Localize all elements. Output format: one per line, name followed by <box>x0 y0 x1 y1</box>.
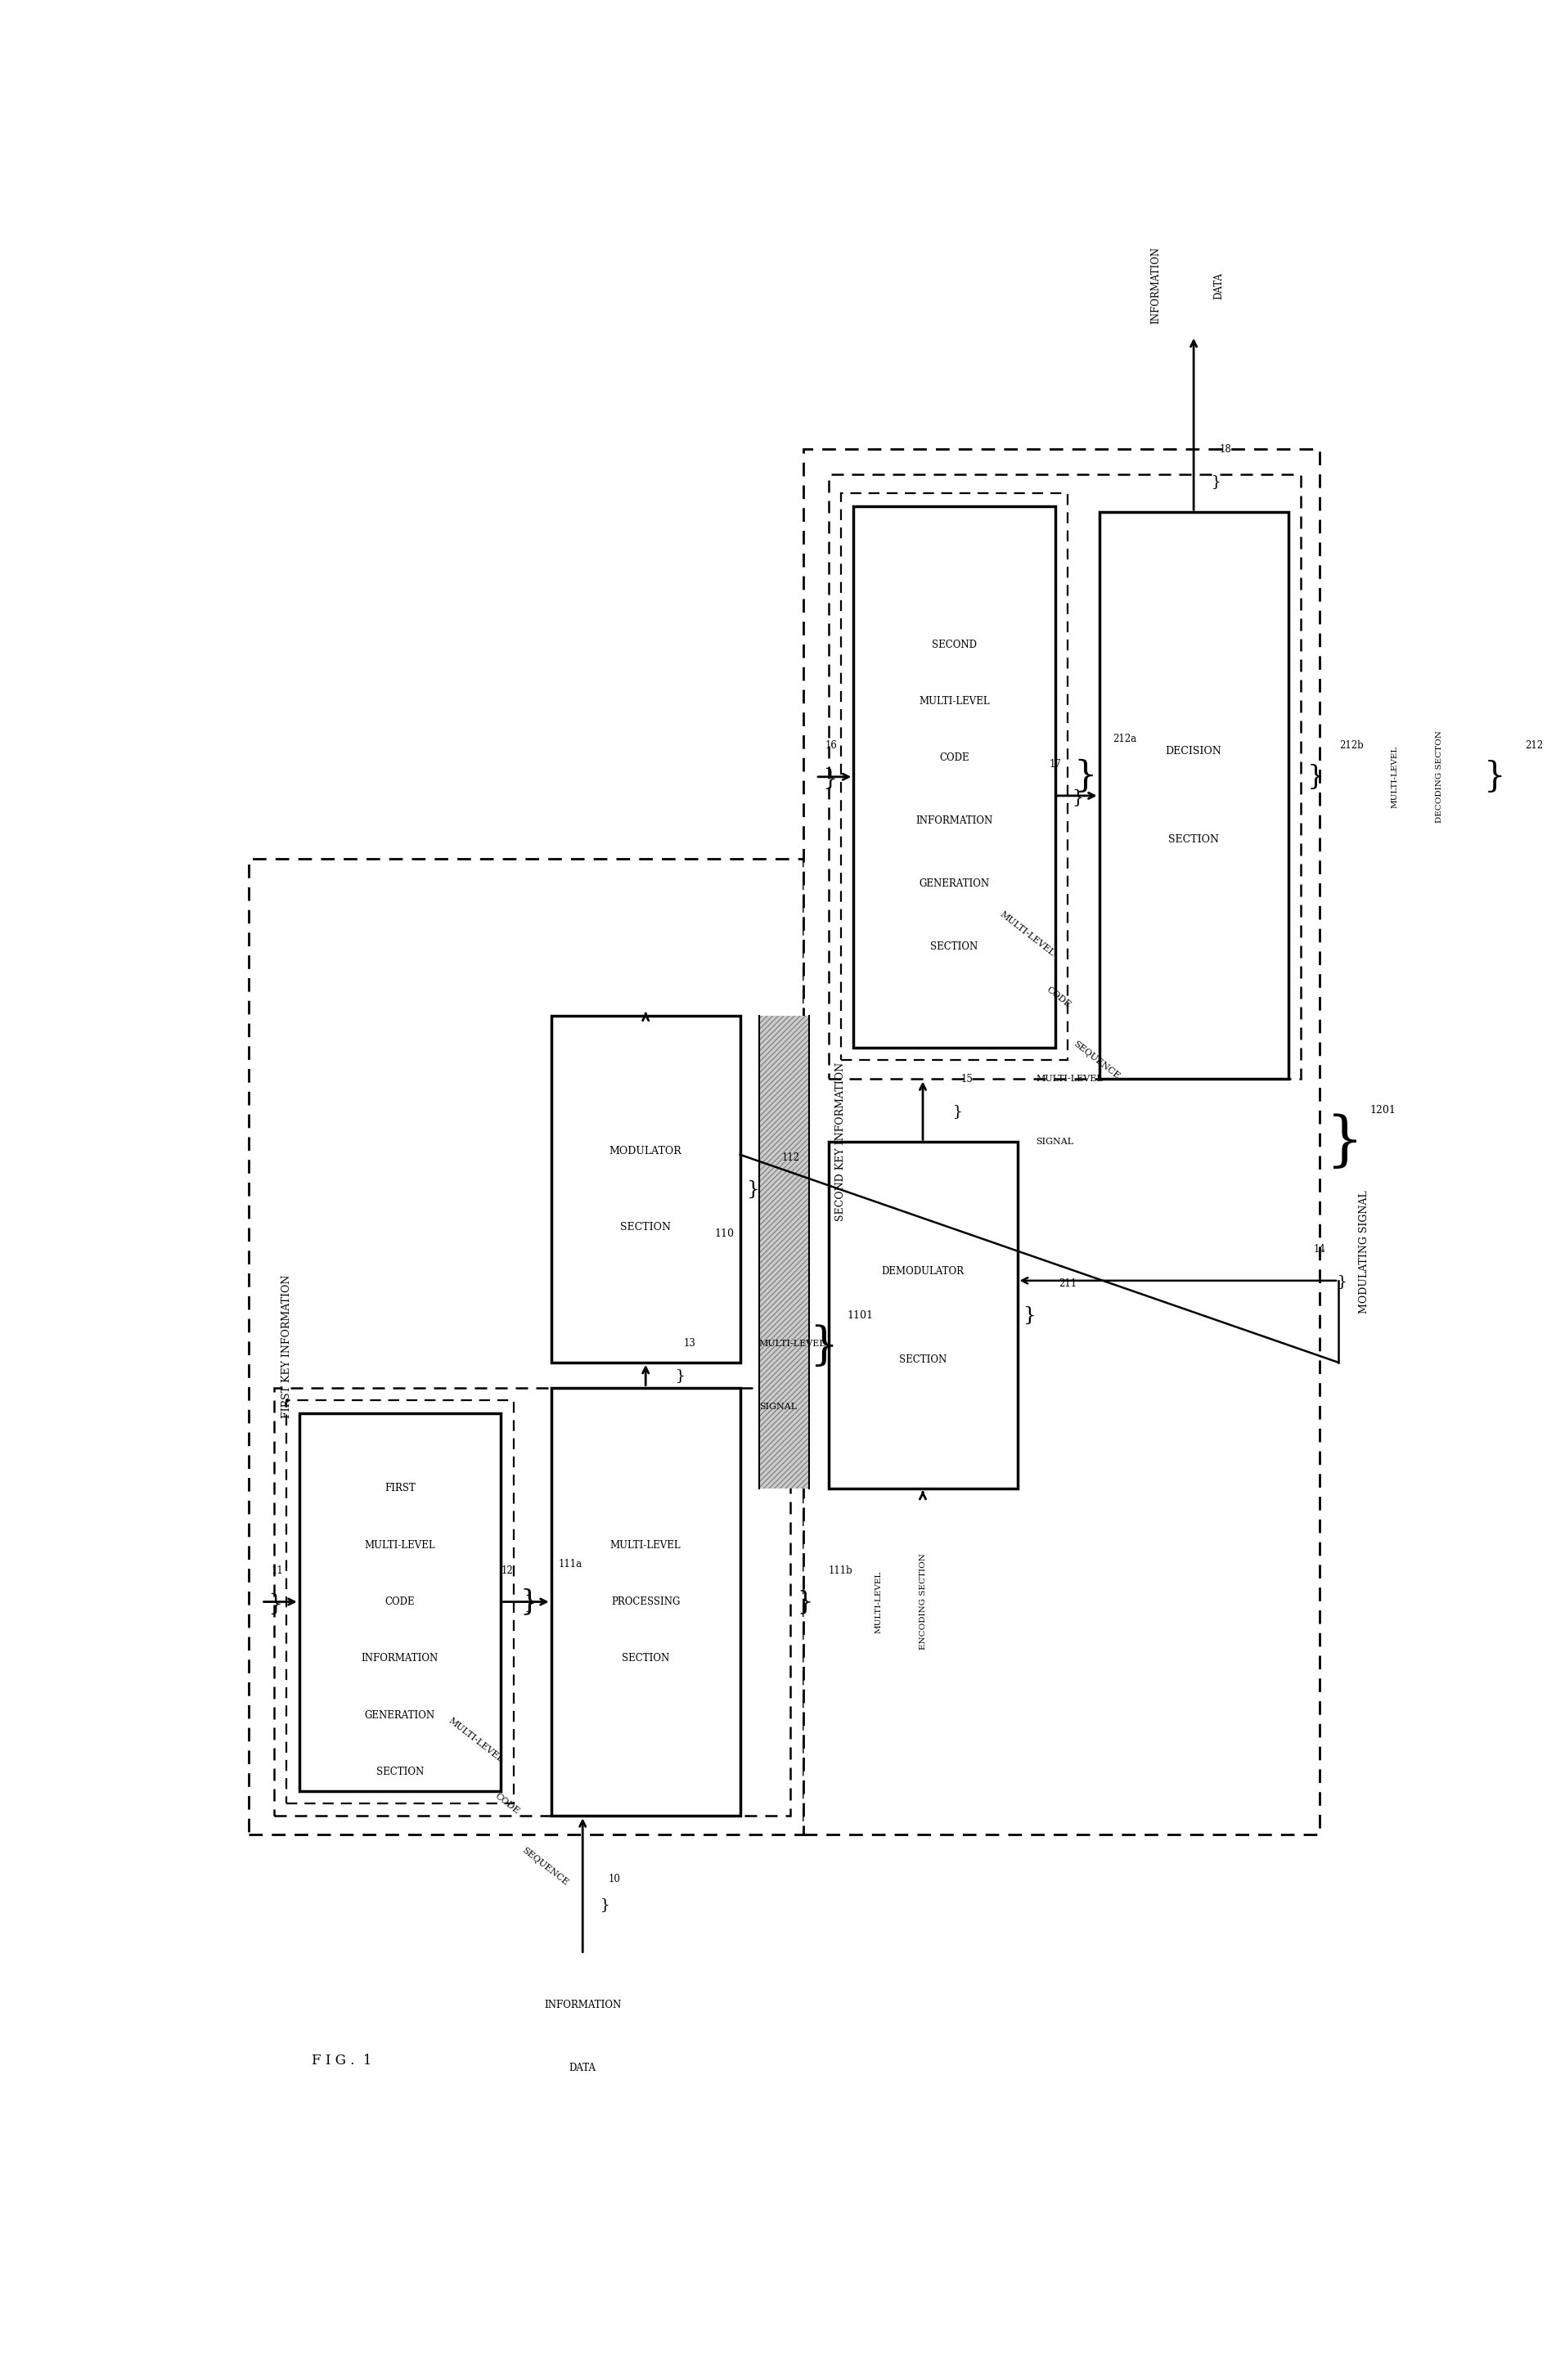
Bar <box>249 859 803 1835</box>
Text: }: } <box>1024 1307 1036 1326</box>
Text: SECTION: SECTION <box>899 1354 946 1364</box>
Text: }: } <box>809 1323 839 1368</box>
Text: GENERATION: GENERATION <box>920 878 990 890</box>
Text: MULTI-LEVEL: MULTI-LEVEL <box>1036 1076 1103 1083</box>
Bar <box>551 1016 741 1361</box>
Text: SECTION: SECTION <box>377 1766 423 1778</box>
Text: }: } <box>1074 759 1097 795</box>
Text: MODULATING SIGNAL: MODULATING SIGNAL <box>1358 1190 1369 1314</box>
Text: INFORMATION: INFORMATION <box>1150 248 1161 324</box>
Text: 13: 13 <box>683 1338 696 1349</box>
Text: {: { <box>1207 474 1218 488</box>
Text: SEQUENCE: SEQUENCE <box>1072 1040 1120 1081</box>
Text: 212a: 212a <box>1113 733 1136 745</box>
Bar <box>803 450 1319 1835</box>
Text: SECTION: SECTION <box>930 942 979 952</box>
Text: MULTI-LEVEL: MULTI-LEVEL <box>920 695 990 707</box>
Bar <box>828 474 1301 1078</box>
Text: }: } <box>1483 759 1505 795</box>
Text: 15: 15 <box>960 1073 972 1085</box>
Text: SIGNAL: SIGNAL <box>759 1402 797 1411</box>
Text: INFORMATION: INFORMATION <box>361 1654 439 1664</box>
Text: FIRST KEY INFORMATION: FIRST KEY INFORMATION <box>282 1276 293 1418</box>
Bar <box>840 493 1067 1059</box>
Text: 112: 112 <box>781 1152 800 1164</box>
Text: DATA: DATA <box>1214 271 1225 300</box>
Text: INFORMATION: INFORMATION <box>916 816 993 826</box>
Bar <box>854 507 1055 1047</box>
Text: MULTI-LEVEL: MULTI-LEVEL <box>610 1540 682 1549</box>
Text: }: } <box>1307 764 1324 790</box>
Text: MODULATOR: MODULATOR <box>610 1147 682 1157</box>
Text: 16: 16 <box>825 740 837 750</box>
Text: CODE: CODE <box>1044 985 1072 1009</box>
Text: PROCESSING: PROCESSING <box>612 1597 680 1607</box>
Text: DECODING SECTON: DECODING SECTON <box>1436 731 1442 823</box>
Text: SIGNAL: SIGNAL <box>1036 1138 1074 1147</box>
Text: 17: 17 <box>1049 759 1061 769</box>
Text: MULTI-LEVEL: MULTI-LEVEL <box>364 1540 436 1549</box>
Text: MULTI-LEVEL: MULTI-LEVEL <box>874 1571 882 1633</box>
Text: DATA: DATA <box>569 2063 596 2073</box>
Bar <box>299 1414 501 1790</box>
Bar <box>551 1388 741 1816</box>
Text: {: { <box>1333 1273 1344 1288</box>
Text: }: } <box>747 1180 759 1200</box>
Text: MULTI-LEVEL: MULTI-LEVEL <box>997 912 1055 959</box>
Text: }: } <box>1326 1114 1363 1171</box>
Text: {: { <box>672 1368 682 1383</box>
Bar <box>1099 512 1288 1078</box>
Text: 111b: 111b <box>829 1566 853 1576</box>
Text: F I G .  1: F I G . 1 <box>311 2054 372 2068</box>
Text: SECOND KEY INFORMATION: SECOND KEY INFORMATION <box>836 1064 846 1221</box>
Bar <box>759 1016 809 1488</box>
Text: 212b: 212b <box>1340 740 1363 750</box>
Text: 212: 212 <box>1525 740 1544 750</box>
Text: {: { <box>596 1897 607 1911</box>
Text: 14: 14 <box>1313 1245 1326 1254</box>
Text: MULTI-LEVEL: MULTI-LEVEL <box>759 1340 826 1347</box>
Text: {: { <box>263 1590 279 1614</box>
Text: }: } <box>520 1587 538 1616</box>
Text: 211: 211 <box>1058 1278 1077 1290</box>
Text: {: { <box>949 1104 960 1119</box>
Text: GENERATION: GENERATION <box>364 1709 436 1721</box>
Text: }: } <box>797 1590 812 1614</box>
Text: 1201: 1201 <box>1369 1104 1396 1116</box>
Text: MULTI-LEVEL: MULTI-LEVEL <box>447 1716 504 1764</box>
Text: 10: 10 <box>608 1873 621 1885</box>
Text: CODE: CODE <box>493 1792 521 1816</box>
Text: {: { <box>520 1592 532 1611</box>
Text: 110: 110 <box>714 1228 734 1238</box>
Text: MULTI-LEVEL: MULTI-LEVEL <box>1391 745 1399 807</box>
Text: 12: 12 <box>501 1566 513 1576</box>
Text: 1101: 1101 <box>846 1309 873 1321</box>
Text: {: { <box>818 766 832 788</box>
Bar <box>286 1399 513 1804</box>
Text: CODE: CODE <box>940 752 969 764</box>
Text: CODE: CODE <box>384 1597 415 1607</box>
Text: INFORMATION: INFORMATION <box>545 1999 621 2011</box>
Text: SECOND: SECOND <box>932 640 977 650</box>
Text: ENCODING SECTION: ENCODING SECTION <box>920 1554 926 1649</box>
Text: FIRST: FIRST <box>384 1483 415 1495</box>
Bar <box>274 1388 790 1816</box>
Text: SECTION: SECTION <box>1169 835 1218 845</box>
Text: DEMODULATOR: DEMODULATOR <box>882 1266 965 1276</box>
Text: SECTION: SECTION <box>622 1654 669 1664</box>
Bar <box>828 1142 1018 1488</box>
Text: SECTION: SECTION <box>621 1221 671 1233</box>
Text: 111a: 111a <box>559 1559 582 1568</box>
Text: SEQUENCE: SEQUENCE <box>520 1847 569 1887</box>
Text: {: { <box>1069 788 1080 804</box>
Text: 11: 11 <box>271 1566 283 1576</box>
Text: 18: 18 <box>1220 445 1231 455</box>
Text: DECISION: DECISION <box>1165 747 1221 757</box>
